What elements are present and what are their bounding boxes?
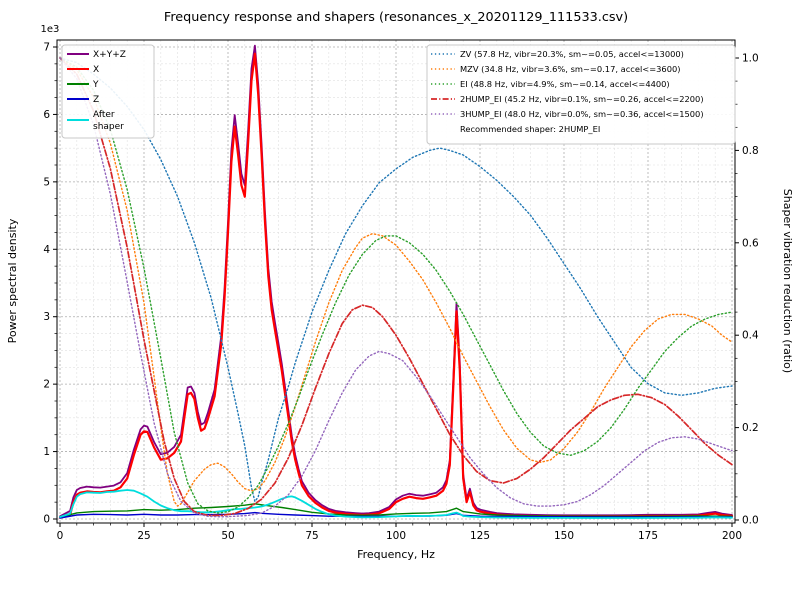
legend-entry-3hump-ei-48-0-hz-vibr-0-0-sm-0-36-accel-1500-: 3HUMP_EI (48.0 Hz, vibr=0.0%, sm~=0.36, …	[431, 109, 704, 119]
y-left-tick-label: 3	[43, 311, 50, 323]
series-3hump-ei	[59, 57, 733, 518]
legend-entry-ei-48-8-hz-vibr-4-9-sm-0-14-accel-4400-: EI (48.8 Hz, vibr=4.9%, sm~=0.14, accel<…	[431, 79, 670, 89]
y-left-tick-label: 4	[43, 244, 50, 256]
x-tick-label: 125	[470, 530, 490, 542]
legend-entry-x: X	[67, 65, 99, 75]
axes-layer: 0 25 50 75 100 125 150 175 200 0 1 2 3 4 5 6 7 0.0 0.2 0.4 0…	[43, 39, 759, 542]
x-tick-label: 175	[638, 530, 658, 542]
y-right-tick-label: 0.2	[742, 422, 759, 434]
svg-text:X: X	[93, 65, 99, 75]
svg-text:shaper: shaper	[93, 122, 124, 132]
svg-text:2HUMP_EI (45.2 Hz, vibr=0.1%,: 2HUMP_EI (45.2 Hz, vibr=0.1%, sm~=0.26, …	[460, 94, 704, 104]
svg-text:MZV (34.8 Hz, vibr=3.6%, sm~=0: MZV (34.8 Hz, vibr=3.6%, sm~=0.17, accel…	[460, 64, 681, 74]
svg-text:3HUMP_EI (48.0 Hz, vibr=0.0%,: 3HUMP_EI (48.0 Hz, vibr=0.0%, sm~=0.36, …	[460, 109, 704, 119]
svg-text:ZV (57.8 Hz, vibr=20.3%, sm~=0: ZV (57.8 Hz, vibr=20.3%, sm~=0.05, accel…	[460, 49, 684, 59]
y-left-tick-label: 6	[43, 109, 50, 121]
series-x	[58, 52, 734, 519]
y-left-axis-label: Power spectral density	[6, 218, 19, 343]
y-right-axis-label: Shaper vibration reduction (ratio)	[781, 189, 794, 373]
x-tick-label: 200	[722, 530, 742, 542]
legend-entry-z: Z	[67, 95, 99, 105]
series-mzv	[59, 57, 733, 507]
series-layer	[58, 44, 734, 519]
x-tick-label: 150	[554, 530, 574, 542]
series-zv	[59, 57, 733, 503]
legend-layer: X+Y+Z XYZ After shaper ZV (57.8 Hz, vibr=20.…	[61, 44, 736, 145]
x-tick-label: 0	[57, 530, 64, 542]
series-ei	[59, 57, 733, 514]
x-tick-label: 100	[386, 530, 406, 542]
svg-text:After: After	[93, 110, 115, 120]
x-tick-label: 75	[305, 530, 318, 542]
y-right-tick-label: 0.6	[742, 237, 759, 249]
legend-entry-x-y-z: X+Y+Z	[67, 50, 126, 60]
y-axis-offset-label: 1e3	[41, 24, 60, 35]
legend-entry-zv-57-8-hz-vibr-20-3-sm-0-05-accel-13000-: ZV (57.8 Hz, vibr=20.3%, sm~=0.05, accel…	[431, 49, 684, 59]
chart-title: Frequency response and shapers (resonanc…	[164, 10, 628, 25]
x-tick-label: 50	[221, 530, 234, 542]
legend-entry-2hump-ei-45-2-hz-vibr-0-1-sm-0-26-accel-2200-: 2HUMP_EI (45.2 Hz, vibr=0.1%, sm~=0.26, …	[431, 94, 704, 104]
legend-shapers-box	[426, 44, 736, 145]
svg-text:Z: Z	[93, 95, 99, 105]
svg-text:Y: Y	[92, 80, 99, 90]
y-left-tick-label: 7	[43, 42, 50, 54]
legend-entry-after-shaper: After shaper	[67, 110, 124, 132]
legend-entry-recommended-shaper-2hump-ei: Recommended shaper: 2HUMP_EI	[460, 124, 600, 134]
series-after-shaper	[59, 489, 733, 519]
y-left-tick-label: 5	[43, 176, 50, 188]
x-axis-label: Frequency, Hz	[357, 548, 435, 561]
x-tick-label: 25	[137, 530, 150, 542]
svg-text:X+Y+Z: X+Y+Z	[93, 50, 126, 60]
series-2hump-ei	[59, 57, 733, 517]
y-right-tick-label: 1.0	[742, 53, 759, 65]
legend-entry-y: Y	[67, 80, 99, 90]
y-right-tick-label: 0.8	[742, 145, 759, 157]
y-left-tick-label: 0	[43, 514, 50, 526]
svg-text:Recommended shaper: 2HUMP_EI: Recommended shaper: 2HUMP_EI	[460, 124, 600, 134]
series-z	[59, 511, 733, 519]
y-left-tick-label: 1	[43, 446, 50, 458]
y-right-tick-label: 0.4	[742, 330, 759, 342]
svg-text:EI (48.8 Hz, vibr=4.9%, sm~=0.: EI (48.8 Hz, vibr=4.9%, sm~=0.14, accel<…	[460, 79, 670, 89]
y-left-tick-label: 2	[43, 379, 50, 391]
y-right-tick-label: 0.0	[742, 515, 759, 527]
legend-entry-mzv-34-8-hz-vibr-3-6-sm-0-17-accel-3600-: MZV (34.8 Hz, vibr=3.6%, sm~=0.17, accel…	[431, 64, 681, 74]
